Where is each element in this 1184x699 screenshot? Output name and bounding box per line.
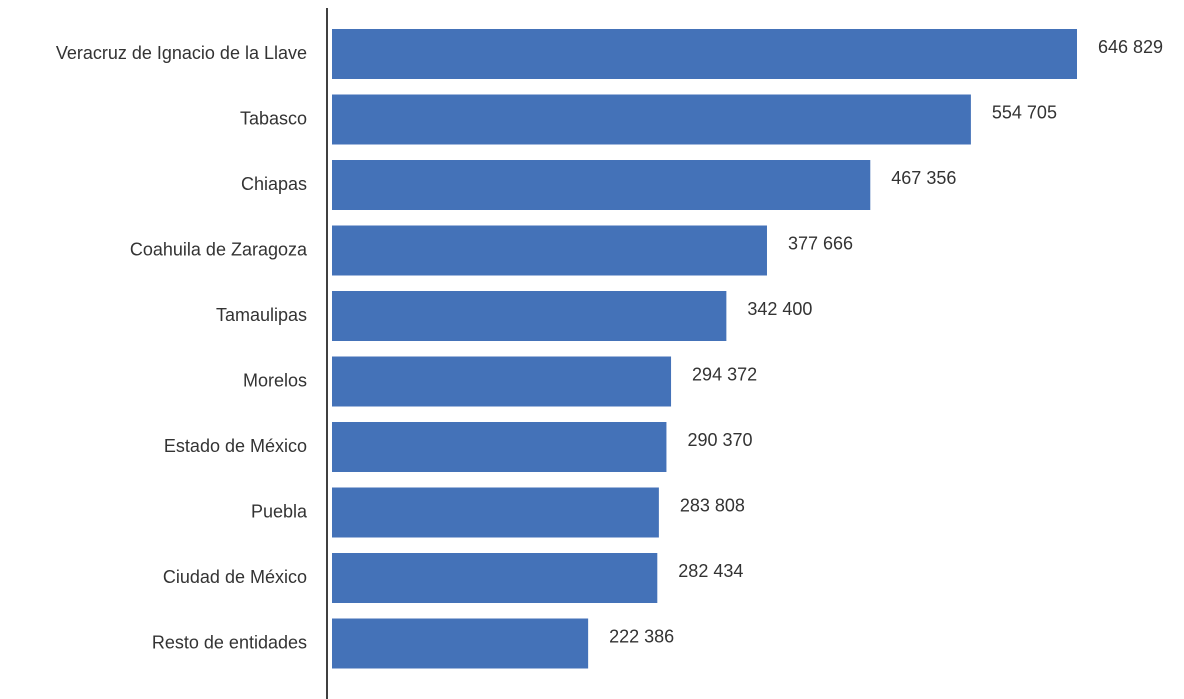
value-label: 222 386 [609, 626, 674, 646]
value-label: 290 370 [687, 430, 752, 450]
bar-10 [332, 618, 589, 669]
value-labels: 646 829 554 705 467 356 377 666 342 400 294 3… [609, 37, 1163, 647]
bar-5 [332, 291, 727, 341]
value-label: 283 808 [680, 495, 745, 515]
value-label: 294 372 [692, 364, 757, 384]
value-label: 554 705 [992, 102, 1057, 122]
category-label: Morelos [243, 370, 307, 390]
category-label: Chiapas [241, 174, 307, 194]
bar-3 [332, 160, 871, 210]
category-label: Resto de entidades [152, 632, 307, 652]
value-label: 467 356 [891, 168, 956, 188]
category-label: Veracruz de Ignacio de la Llave [56, 43, 307, 63]
value-label: 377 666 [788, 233, 853, 253]
bar-6 [332, 356, 672, 407]
category-label: Ciudad de México [163, 567, 307, 587]
bars-group [332, 29, 1077, 669]
value-label: 282 434 [678, 561, 743, 581]
category-labels: Veracruz de Ignacio de la Llave Tabasco Ch… [56, 43, 308, 653]
bar-9 [332, 553, 658, 603]
bar-8 [332, 487, 659, 538]
bar-7 [332, 422, 667, 472]
category-label: Tamaulipas [216, 305, 307, 325]
bar-1 [332, 29, 1077, 79]
value-label: 646 829 [1098, 37, 1163, 57]
bar-4 [332, 225, 767, 276]
category-label: Estado de México [164, 436, 307, 456]
category-label: Tabasco [240, 108, 307, 128]
category-label: Puebla [251, 501, 308, 521]
value-label: 342 400 [747, 299, 812, 319]
bar-2 [332, 94, 971, 145]
category-label: Coahuila de Zaragoza [130, 239, 308, 259]
